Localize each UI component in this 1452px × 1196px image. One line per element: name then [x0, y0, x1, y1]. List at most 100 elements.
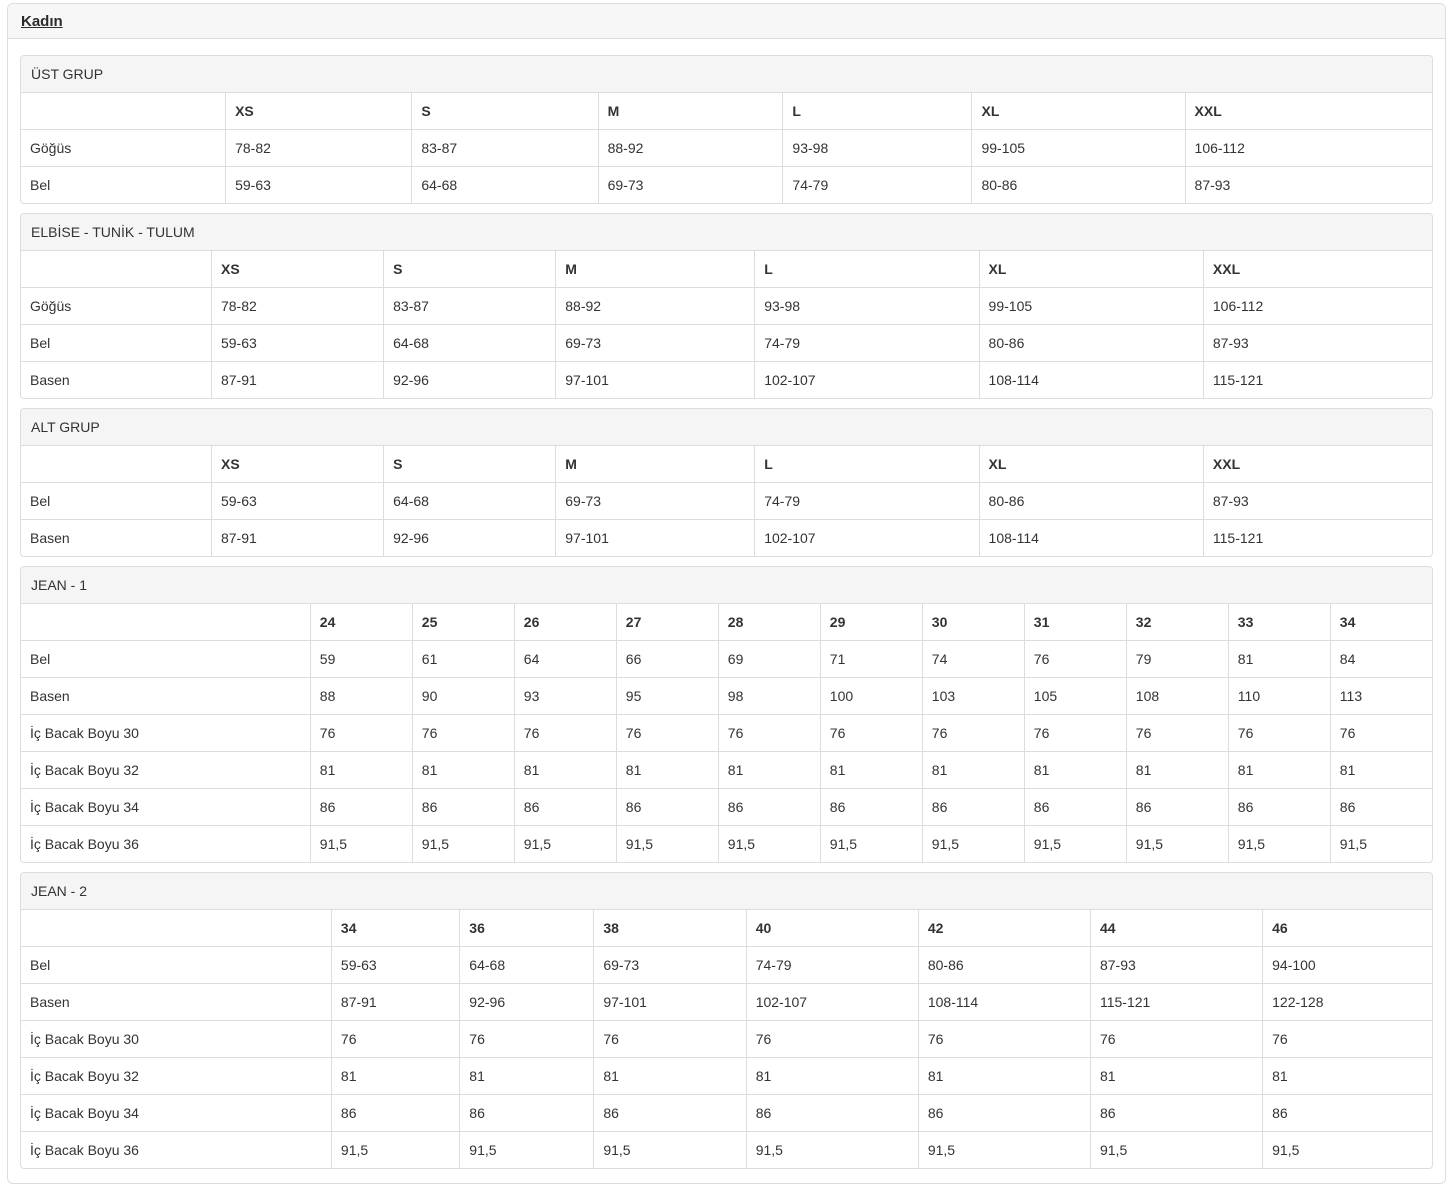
- row-label: Basen: [21, 983, 332, 1021]
- table-cell: 76: [615, 714, 719, 752]
- table-cell: 80-86: [917, 946, 1091, 984]
- table-cell: 76: [1262, 1020, 1432, 1058]
- size-table: XS S M L XL XXL Göğüs 78-82 83-87 88-92 93-98 99-10…: [21, 251, 1432, 398]
- table-cell: 76: [1329, 714, 1432, 752]
- size-column-header: M: [555, 251, 756, 288]
- table-cell: 81: [615, 751, 719, 789]
- table-header-row: XS S M L XL XXL: [21, 93, 1432, 130]
- table-cell: 106-112: [1184, 129, 1432, 167]
- table-cell: 71: [819, 640, 923, 678]
- table-row: Basen 87-91 92-96 97-101 102-107 108-114 115-1…: [21, 519, 1432, 556]
- table-cell: 86: [917, 1094, 1091, 1132]
- table-cell: 79: [1125, 640, 1229, 678]
- table-cell: 81: [921, 751, 1025, 789]
- row-label: Göğüs: [21, 129, 227, 167]
- size-column-header: L: [754, 251, 980, 288]
- table-cell: 100: [819, 677, 923, 715]
- table-cell: 80-86: [971, 166, 1186, 203]
- table-cell: 61: [411, 640, 515, 678]
- table-cell: 91,5: [1125, 825, 1229, 862]
- table-cell: 91,5: [615, 825, 719, 862]
- table-cell: 97-101: [555, 519, 756, 556]
- table-cell: 86: [1262, 1094, 1432, 1132]
- table-cell: 86: [1023, 788, 1127, 826]
- table-cell: 90: [411, 677, 515, 715]
- row-label: Basen: [21, 519, 212, 556]
- table-cell: 64-68: [383, 482, 557, 520]
- table-cell: 76: [745, 1020, 919, 1058]
- table-cell: 81: [917, 1057, 1091, 1095]
- row-label-header-cell: [21, 93, 227, 130]
- row-label: İç Bacak Boyu 32: [21, 1057, 332, 1095]
- size-column-header: 40: [745, 910, 919, 947]
- table-cell: 108-114: [917, 983, 1091, 1021]
- size-table-panel: ALT GRUP XS S M L XL XXL Bel 59-63 64-68 69-73 74-7…: [20, 408, 1433, 557]
- table-cell: 81: [717, 751, 821, 789]
- size-table-panel: JEAN - 2 34 36 38 40 42 44 46 Bel 59-63 64-68 69-73…: [20, 872, 1433, 1169]
- table-cell: 115-121: [1202, 361, 1432, 398]
- table-cell: 91,5: [513, 825, 617, 862]
- table-cell: 81: [593, 1057, 747, 1095]
- table-row: İç Bacak Boyu 30 76 76 76 76 76 76 76 76 76 76 76: [21, 714, 1432, 752]
- table-cell: 76: [513, 714, 617, 752]
- table-cell: 83-87: [411, 129, 599, 167]
- table-row: İç Bacak Boyu 34 86 86 86 86 86 86 86 86 86 86 86: [21, 788, 1432, 826]
- table-cell: 76: [330, 1020, 461, 1058]
- table-cell: 95: [615, 677, 719, 715]
- table-cell: 86: [330, 1094, 461, 1132]
- table-cell: 88-92: [597, 129, 784, 167]
- table-header-row: 34 36 38 40 42 44 46: [21, 910, 1432, 947]
- page-header: Kadın: [8, 4, 1445, 39]
- size-column-header: 42: [917, 910, 1091, 947]
- table-cell: 78-82: [210, 287, 385, 325]
- size-guide-container: Kadın ÜST GRUP XS S M L XL XXL Göğüs 78-82 83-87 8…: [7, 3, 1446, 1184]
- row-label: Bel: [21, 324, 212, 362]
- size-table-heading: JEAN - 1: [21, 567, 1432, 604]
- row-label: İç Bacak Boyu 36: [21, 1131, 332, 1168]
- table-cell: 76: [411, 714, 515, 752]
- size-table-heading: ÜST GRUP: [21, 56, 1432, 93]
- table-cell: 64-68: [411, 166, 599, 203]
- table-cell: 87-93: [1089, 946, 1264, 984]
- table-cell: 69-73: [555, 324, 756, 362]
- size-column-header: XL: [978, 446, 1204, 483]
- size-column-header: L: [754, 446, 980, 483]
- table-cell: 74: [921, 640, 1025, 678]
- table-cell: 86: [593, 1094, 747, 1132]
- table-cell: 91,5: [309, 825, 413, 862]
- size-column-header: 46: [1262, 910, 1432, 947]
- table-row: İç Bacak Boyu 32 81 81 81 81 81 81 81: [21, 1057, 1432, 1095]
- page-title-link[interactable]: Kadın: [21, 13, 63, 30]
- table-cell: 76: [309, 714, 413, 752]
- table-header-row: XS S M L XL XXL: [21, 446, 1432, 483]
- size-column-header: XS: [225, 93, 413, 130]
- table-cell: 76: [593, 1020, 747, 1058]
- table-cell: 87-93: [1184, 166, 1432, 203]
- table-cell: 92-96: [383, 361, 557, 398]
- table-cell: 83-87: [383, 287, 557, 325]
- table-row: Göğüs 78-82 83-87 88-92 93-98 99-105 106-112: [21, 287, 1432, 325]
- row-label: Bel: [21, 166, 227, 203]
- size-column-header: 36: [459, 910, 595, 947]
- table-cell: 91,5: [1262, 1131, 1432, 1168]
- table-cell: 102-107: [754, 361, 980, 398]
- table-cell: 64-68: [383, 324, 557, 362]
- table-row: İç Bacak Boyu 36 91,5 91,5 91,5 91,5 91,5 91,5…: [21, 825, 1432, 862]
- table-cell: 86: [745, 1094, 919, 1132]
- table-cell: 81: [1227, 751, 1331, 789]
- size-table-heading: JEAN - 2: [21, 873, 1432, 910]
- row-label: İç Bacak Boyu 34: [21, 788, 311, 826]
- size-column-header: 34: [1329, 604, 1432, 641]
- size-column-header: 33: [1227, 604, 1331, 641]
- table-cell: 81: [745, 1057, 919, 1095]
- table-cell: 81: [411, 751, 515, 789]
- size-table-panels: ÜST GRUP XS S M L XL XXL Göğüs 78-82 83-87 88-92 93…: [20, 55, 1433, 1169]
- table-cell: 69-73: [555, 482, 756, 520]
- table-cell: 64: [513, 640, 617, 678]
- row-label: Bel: [21, 946, 332, 984]
- size-column-header: 27: [615, 604, 719, 641]
- size-column-header: 44: [1089, 910, 1264, 947]
- table-row: İç Bacak Boyu 32 81 81 81 81 81 81 81 81 81 81 81: [21, 751, 1432, 789]
- table-cell: 80-86: [978, 324, 1204, 362]
- table-cell: 69-73: [597, 166, 784, 203]
